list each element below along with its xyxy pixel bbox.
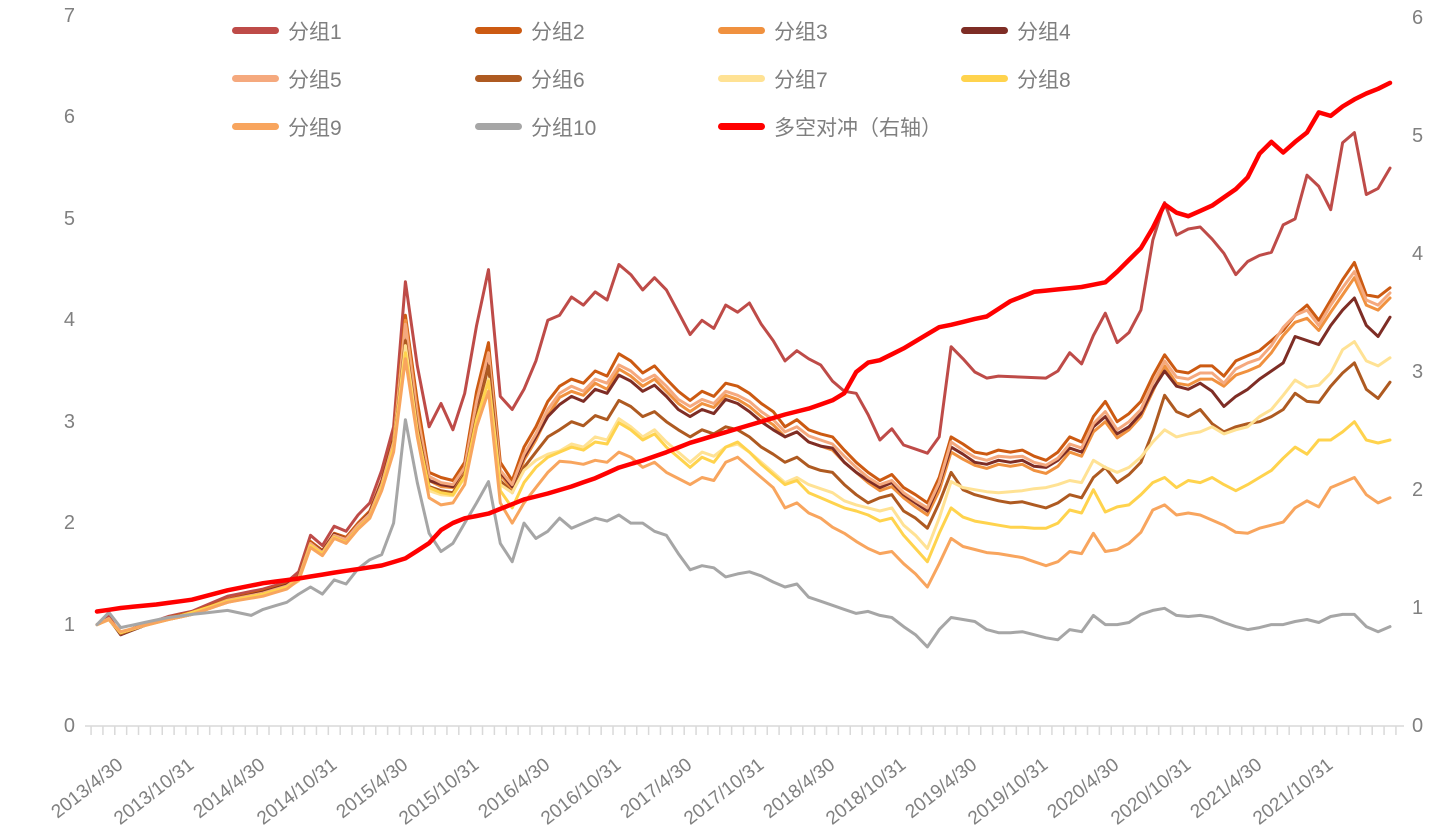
- series-line-5: [95, 270, 1392, 636]
- legend-item-2: 分组2: [475, 14, 718, 47]
- legend-item-6: 分组6: [475, 62, 718, 95]
- chart-legend: 分组1 分组2 分组3 分组4 分组5 分组6 分组7 分组8 分组9 分组10 多空对冲（右轴）: [232, 14, 1204, 143]
- x-axis-minor-ticks: [90, 726, 1397, 735]
- legend-swatch-icon: [961, 75, 1008, 82]
- legend-item-9: 分组9: [232, 110, 475, 143]
- legend-item-1: 分组1: [232, 14, 475, 47]
- right-axis-tick-label: 4: [1412, 243, 1424, 265]
- legend-swatch-icon: [718, 123, 765, 130]
- left-axis-tick-label: 5: [63, 207, 75, 230]
- series-line-1: [95, 131, 1392, 637]
- legend-label: 分组8: [1017, 68, 1071, 92]
- legend-label: 分组4: [1017, 20, 1071, 44]
- series-line-11: [94, 80, 1393, 614]
- series-line-8: [95, 351, 1392, 635]
- legend-swatch-icon: [232, 75, 279, 82]
- right-axis-tick-label: 1: [1412, 597, 1424, 619]
- legend-item-10: 分组10: [475, 110, 718, 143]
- left-axis-tick-label: 1: [63, 613, 75, 636]
- left-axis-tick-label: 7: [63, 5, 75, 27]
- legend-item-11: 多空对冲（右轴）: [718, 110, 961, 143]
- right-axis-tick-label: 6: [1412, 7, 1424, 29]
- legend-label: 分组3: [774, 20, 828, 44]
- right-axis-tick-label: 5: [1412, 125, 1424, 147]
- right-axis-tick-label: 3: [1412, 361, 1424, 383]
- series-line-9: [95, 357, 1392, 634]
- legend-item-4: 分组4: [961, 14, 1204, 47]
- legend-swatch-icon: [718, 75, 765, 82]
- legend-label: 分组5: [288, 68, 342, 92]
- legend-swatch-icon: [475, 123, 522, 130]
- series-line-2: [95, 261, 1392, 635]
- legend-label: 分组2: [531, 20, 585, 44]
- legend-swatch-icon: [232, 27, 279, 34]
- series-line-10: [95, 418, 1392, 649]
- legend-label: 分组7: [774, 68, 828, 92]
- left-axis-tick-label: 2: [63, 512, 75, 535]
- right-axis-tick-label: 2: [1412, 479, 1424, 501]
- legend-swatch-icon: [475, 75, 522, 82]
- legend-item-7: 分组7: [718, 62, 961, 95]
- legend-swatch-icon: [232, 123, 279, 130]
- legend-item-5: 分组5: [232, 62, 475, 95]
- legend-label: 分组6: [531, 68, 585, 92]
- left-axis-tick-label: 6: [63, 106, 75, 129]
- legend-label: 分组9: [288, 116, 342, 140]
- legend-item-3: 分组3: [718, 14, 961, 47]
- legend-label: 多空对冲（右轴）: [774, 116, 942, 140]
- legend-item-8: 分组8: [961, 62, 1204, 95]
- legend-label: 分组1: [288, 20, 342, 44]
- legend-label: 分组10: [531, 116, 597, 140]
- legend-swatch-icon: [961, 27, 1008, 34]
- left-axis-tick-label: 4: [63, 309, 75, 332]
- legend-swatch-icon: [475, 27, 522, 34]
- left-axis-tick-label: 0: [63, 715, 75, 737]
- right-axis-tick-label: 0: [1412, 715, 1424, 737]
- left-axis-tick-label: 3: [63, 410, 75, 433]
- legend-swatch-icon: [718, 27, 765, 34]
